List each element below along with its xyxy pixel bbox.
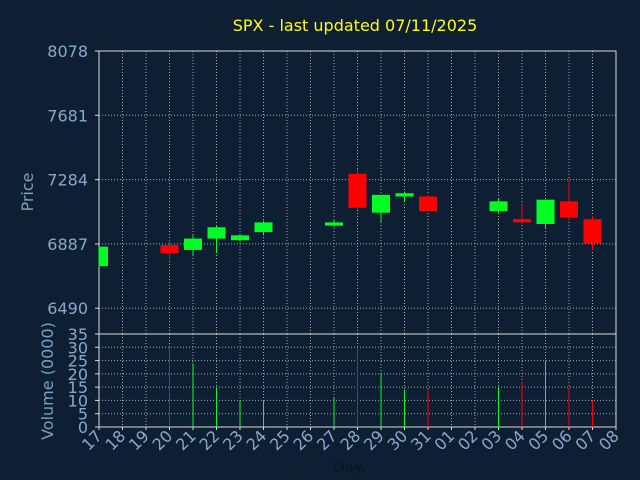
candle-body xyxy=(583,219,602,244)
candle-body xyxy=(489,201,508,212)
candle-body xyxy=(395,193,414,197)
candle-body xyxy=(231,235,249,241)
volume-tick-label: 25 xyxy=(68,352,88,371)
price-tick-label: 7284 xyxy=(47,171,88,190)
candle-body xyxy=(419,196,437,212)
candle-body xyxy=(207,227,226,239)
candle-body xyxy=(254,222,273,233)
candle-body xyxy=(372,194,390,213)
volume-tick-label: 20 xyxy=(68,365,88,384)
price-axis-label: Price xyxy=(18,172,37,211)
candle-body xyxy=(513,219,531,223)
price-tick-label: 6490 xyxy=(47,299,88,318)
price-tick-label: 6887 xyxy=(47,235,88,254)
volume-axis-label: Volume (0000) xyxy=(38,322,57,440)
candle-body xyxy=(99,246,108,267)
volume-tick-label: 0 xyxy=(78,418,88,437)
x-axis-label: Day xyxy=(333,458,363,476)
x-axis: 1718192021222324252627282930310102030405… xyxy=(78,426,623,454)
price-tick-label: 8078 xyxy=(47,42,88,61)
candle-body xyxy=(184,238,202,250)
volume-tick-label: 15 xyxy=(68,378,88,397)
volume-tick-label: 5 xyxy=(78,405,88,424)
volume-tick-label: 35 xyxy=(68,325,88,344)
candle-body xyxy=(560,201,578,218)
volume-tick-label: 30 xyxy=(68,338,88,357)
candle-body xyxy=(325,222,343,226)
candle-body xyxy=(160,245,179,254)
candle-body xyxy=(536,199,555,225)
chart-title: SPX - last updated 07/11/2025 xyxy=(233,16,478,35)
candle-body xyxy=(348,173,367,208)
volume-tick-label: 10 xyxy=(68,391,88,410)
price-tick-label: 7681 xyxy=(47,106,88,125)
